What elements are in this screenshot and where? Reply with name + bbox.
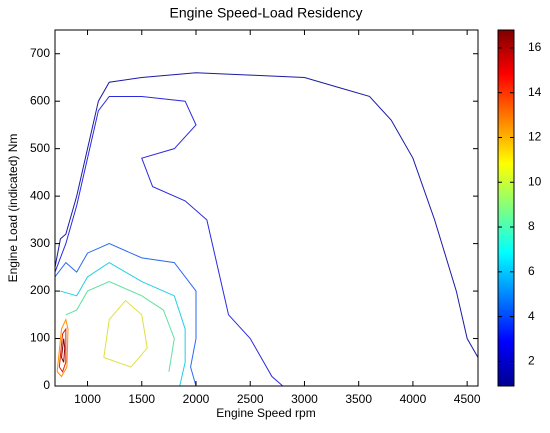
x-tick-label: 1500 [128,392,155,406]
x-axis-label: Engine Speed rpm [216,406,315,420]
colorbar-tick-label: 8 [528,219,535,233]
y-tick-label: 400 [30,188,50,202]
x-tick-label: 3000 [291,392,318,406]
x-tick-label: 2000 [183,392,210,406]
y-tick-label: 600 [30,93,50,107]
y-tick-label: 200 [30,283,50,297]
colorbar-tick-label: 6 [528,264,535,278]
contour-line [60,261,186,386]
colorbar [497,29,515,387]
x-tick-label: 1000 [74,392,101,406]
contour-line [55,95,284,386]
y-axis-label: Engine Load (indicated) Nm [6,134,20,283]
colorbar-tick-label: 10 [528,174,542,188]
x-tick-label: 4500 [454,392,481,406]
contour-line [58,327,67,373]
contour-line [55,72,478,358]
y-tick-label: 500 [30,141,50,155]
y-tick-label: 700 [30,46,50,60]
x-tick-label: 4000 [400,392,427,406]
contour-line [103,299,148,368]
colorbar-tick-label: 12 [528,130,542,144]
x-tick-label: 2500 [237,392,264,406]
chart-title: Engine Speed-Load Residency [169,5,362,21]
contour-line [61,338,66,363]
contour-line [65,281,175,372]
colorbar-tick-label: 4 [528,309,535,323]
colorbar-tick-label: 16 [528,40,542,54]
y-tick-label: 100 [30,331,50,345]
contour-line [55,243,197,386]
y-tick-label: 300 [30,236,50,250]
plot-frame [54,29,479,387]
colorbar-tick-label: 14 [528,85,542,99]
y-tick-label: 0 [43,378,50,392]
x-tick-label: 3500 [345,392,372,406]
colorbar-tick-label: 2 [528,354,535,368]
contour-line [56,317,69,378]
